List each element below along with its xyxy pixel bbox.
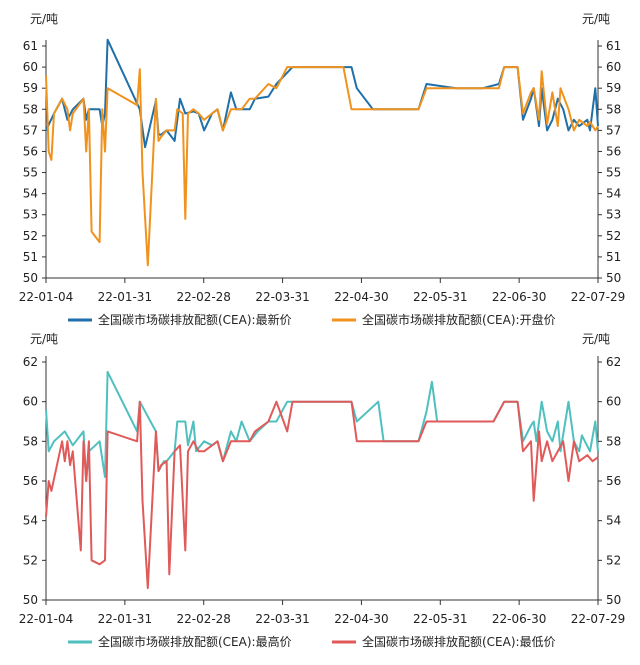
y-tick-label: 50 bbox=[23, 593, 38, 607]
y-tick-label: 58 bbox=[23, 102, 38, 116]
y-tick-label: 57 bbox=[23, 123, 38, 137]
y-tick-label: 54 bbox=[606, 514, 621, 528]
y-tick-label: 53 bbox=[606, 208, 621, 222]
y-tick-label: 60 bbox=[606, 395, 621, 409]
chart-1: 元/吨 元/吨 50 50 51 51 52 52 53 53 54 54 55 55 56 56 57 57 58… bbox=[19, 12, 625, 327]
y-tick-label: 52 bbox=[23, 229, 38, 243]
legend-label: 全国碳市场碳排放配额(CEA):最低价 bbox=[362, 634, 556, 649]
x-tick-label: 22-07-29 bbox=[571, 612, 625, 626]
x-tick-label: 22-05-31 bbox=[413, 612, 467, 626]
y-tick-label: 53 bbox=[23, 208, 38, 222]
legend-label: 全国碳市场碳排放配额(CEA):开盘价 bbox=[362, 312, 556, 327]
y-tick-label: 58 bbox=[606, 434, 621, 448]
series-line-1 bbox=[45, 38, 599, 149]
y-tick-label: 52 bbox=[606, 553, 621, 567]
legend-label: 全国碳市场碳排放配额(CEA):最高价 bbox=[98, 634, 292, 649]
x-tick-label: 22-04-30 bbox=[334, 612, 388, 626]
y-tick-label: 56 bbox=[606, 474, 621, 488]
series-line-2 bbox=[45, 400, 599, 590]
series-line-1 bbox=[45, 370, 599, 482]
y-tick-label: 55 bbox=[606, 166, 621, 180]
y-tick-label: 54 bbox=[606, 187, 621, 201]
y-tick-label: 60 bbox=[23, 60, 38, 74]
y-tick-label: 56 bbox=[606, 144, 621, 158]
y-tick-label: 58 bbox=[606, 102, 621, 116]
y-tick-label: 62 bbox=[606, 355, 621, 369]
x-tick-label: 22-04-30 bbox=[334, 290, 388, 304]
y-tick-label: 62 bbox=[23, 355, 38, 369]
y-tick-label: 58 bbox=[23, 434, 38, 448]
y-tick-label: 51 bbox=[606, 250, 621, 264]
x-tick-label: 22-01-04 bbox=[19, 612, 73, 626]
x-tick-label: 22-05-31 bbox=[413, 290, 467, 304]
x-tick-label: 22-01-04 bbox=[19, 290, 73, 304]
y-tick-label: 50 bbox=[23, 271, 38, 285]
y-tick-label: 56 bbox=[23, 144, 38, 158]
x-tick-label: 22-02-28 bbox=[176, 612, 230, 626]
y-tick-label: 59 bbox=[606, 81, 621, 95]
y-tick-label: 61 bbox=[23, 39, 38, 53]
y-tick-label: 59 bbox=[23, 81, 38, 95]
chart-2: 元/吨 元/吨 50 50 52 52 54 54 56 56 58 58 60 60 62 62 22-01-… bbox=[19, 332, 625, 649]
series-line-2 bbox=[45, 66, 599, 267]
y-tick-label: 54 bbox=[23, 514, 38, 528]
y-tick-label: 61 bbox=[606, 39, 621, 53]
x-tick-label: 22-06-30 bbox=[492, 612, 546, 626]
x-tick-label: 22-02-28 bbox=[176, 290, 230, 304]
x-tick-label: 22-03-31 bbox=[255, 290, 309, 304]
y-tick-label: 55 bbox=[23, 166, 38, 180]
x-tick-label: 22-01-31 bbox=[98, 290, 152, 304]
y-unit-right: 元/吨 bbox=[582, 12, 610, 26]
y-tick-label: 60 bbox=[606, 60, 621, 74]
x-tick-label: 22-06-30 bbox=[492, 290, 546, 304]
y-unit-left: 元/吨 bbox=[30, 332, 58, 346]
y-tick-label: 56 bbox=[23, 474, 38, 488]
y-tick-label: 54 bbox=[23, 187, 38, 201]
y-tick-label: 50 bbox=[606, 271, 621, 285]
y-unit-left: 元/吨 bbox=[30, 12, 58, 26]
legend-label: 全国碳市场碳排放配额(CEA):最新价 bbox=[98, 312, 292, 327]
y-tick-label: 60 bbox=[23, 395, 38, 409]
x-tick-label: 22-01-31 bbox=[98, 612, 152, 626]
y-tick-label: 57 bbox=[606, 123, 621, 137]
y-tick-label: 52 bbox=[23, 553, 38, 567]
x-tick-label: 22-03-31 bbox=[255, 612, 309, 626]
y-tick-label: 50 bbox=[606, 593, 621, 607]
y-tick-label: 52 bbox=[606, 229, 621, 243]
y-tick-label: 51 bbox=[23, 250, 38, 264]
y-unit-right: 元/吨 bbox=[582, 332, 610, 346]
x-tick-label: 22-07-29 bbox=[571, 290, 625, 304]
